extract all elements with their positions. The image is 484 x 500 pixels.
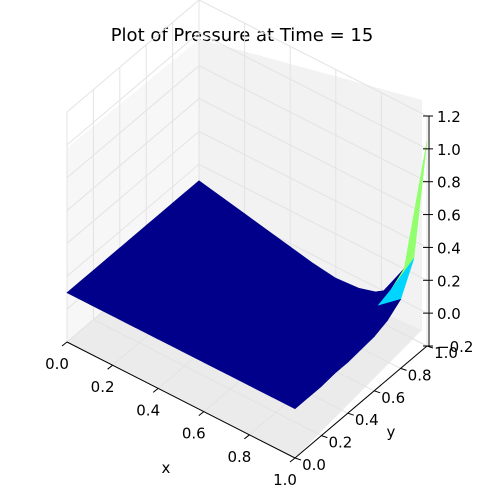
x-tick xyxy=(244,434,250,440)
z-gridline xyxy=(66,130,428,248)
z-gridline xyxy=(66,163,428,281)
z-tick-label: 0.2 xyxy=(437,272,461,290)
back-pane xyxy=(199,39,422,330)
y-tick xyxy=(294,457,302,461)
x-tick xyxy=(61,341,68,347)
z-gridline xyxy=(66,65,428,183)
z-tick-label: 1.0 xyxy=(437,141,461,159)
z-tick-label: 0.4 xyxy=(437,239,461,257)
x-tick-labels: 0.0 0.2 0.4 0.6 0.8 1.0 xyxy=(45,341,297,489)
x-tick-label: 0.0 xyxy=(45,355,69,373)
y-tick-label: 0.4 xyxy=(355,411,379,429)
y-tick-label: 0.8 xyxy=(408,366,432,384)
y-tick xyxy=(321,435,328,439)
y-tick-label: 0.2 xyxy=(328,434,352,452)
z-gridline xyxy=(66,0,428,117)
x-tick xyxy=(152,388,159,393)
x-axis-line xyxy=(66,341,296,459)
z-tick-label: −0.2 xyxy=(437,338,473,356)
x-tick-label: 1.0 xyxy=(273,471,297,489)
z-tick-label: 0.8 xyxy=(437,174,461,192)
surface-mesh xyxy=(66,140,428,410)
x-tick xyxy=(107,364,113,370)
surface-facet xyxy=(271,387,309,410)
y-tick xyxy=(400,367,407,371)
x-tick-label: 0.8 xyxy=(227,448,251,466)
chart-title: Plot of Pressure at Time = 15 xyxy=(111,25,374,46)
z-gridline xyxy=(66,32,428,150)
y-tick-label: 1.0 xyxy=(434,344,458,362)
x-tick-label: 0.4 xyxy=(136,401,160,419)
x-tick xyxy=(198,411,205,416)
z-gridline xyxy=(66,97,428,216)
z-tick-label: 0.0 xyxy=(437,305,461,323)
axes xyxy=(66,116,430,459)
z-tick-labels: −0.2 0.0 0.2 0.4 0.6 0.8 1.0 1.2 xyxy=(423,108,473,356)
y-axis-line xyxy=(294,345,428,459)
x-tick-label: 0.6 xyxy=(182,425,206,443)
y-tick-labels: 0.00.20.40.60.81.0 xyxy=(294,344,458,474)
y-tick xyxy=(374,390,381,394)
x-tick-label: 0.2 xyxy=(91,378,115,396)
y-tick-label: 0.6 xyxy=(381,389,405,407)
y-axis-label: y xyxy=(387,423,396,441)
x-tick xyxy=(289,457,296,463)
x-axis-label: x xyxy=(162,459,171,477)
z-tick-label: 1.2 xyxy=(437,108,461,126)
y-tick xyxy=(347,412,354,416)
z-tick-label: 0.6 xyxy=(437,207,461,225)
y-tick-label: 0.0 xyxy=(302,456,326,474)
